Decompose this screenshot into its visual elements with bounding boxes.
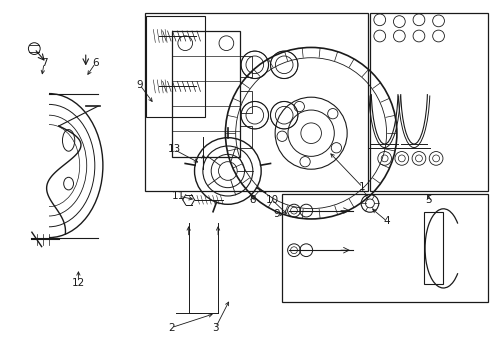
Bar [240, 126, 252, 148]
Text: 12: 12 [72, 278, 85, 288]
Text: 9: 9 [273, 209, 280, 219]
Bar [146, 16, 205, 117]
Bar [282, 194, 488, 302]
Text: 4: 4 [384, 216, 391, 226]
Text: 1: 1 [359, 182, 366, 192]
Bar [424, 212, 443, 284]
Text: 13: 13 [167, 144, 181, 154]
Text: 11: 11 [172, 191, 186, 201]
Bar [240, 56, 252, 77]
Text: 10: 10 [266, 195, 278, 205]
Text: 7: 7 [41, 58, 48, 68]
Bar [172, 31, 240, 157]
Bar [240, 91, 252, 113]
Text: 3: 3 [212, 323, 219, 333]
Bar [370, 13, 488, 191]
Text: 2: 2 [168, 323, 175, 333]
Text: 9: 9 [136, 80, 143, 90]
Text: 6: 6 [92, 58, 99, 68]
Text: 8: 8 [249, 195, 256, 205]
Text: 5: 5 [425, 195, 432, 205]
Bar [145, 13, 368, 191]
